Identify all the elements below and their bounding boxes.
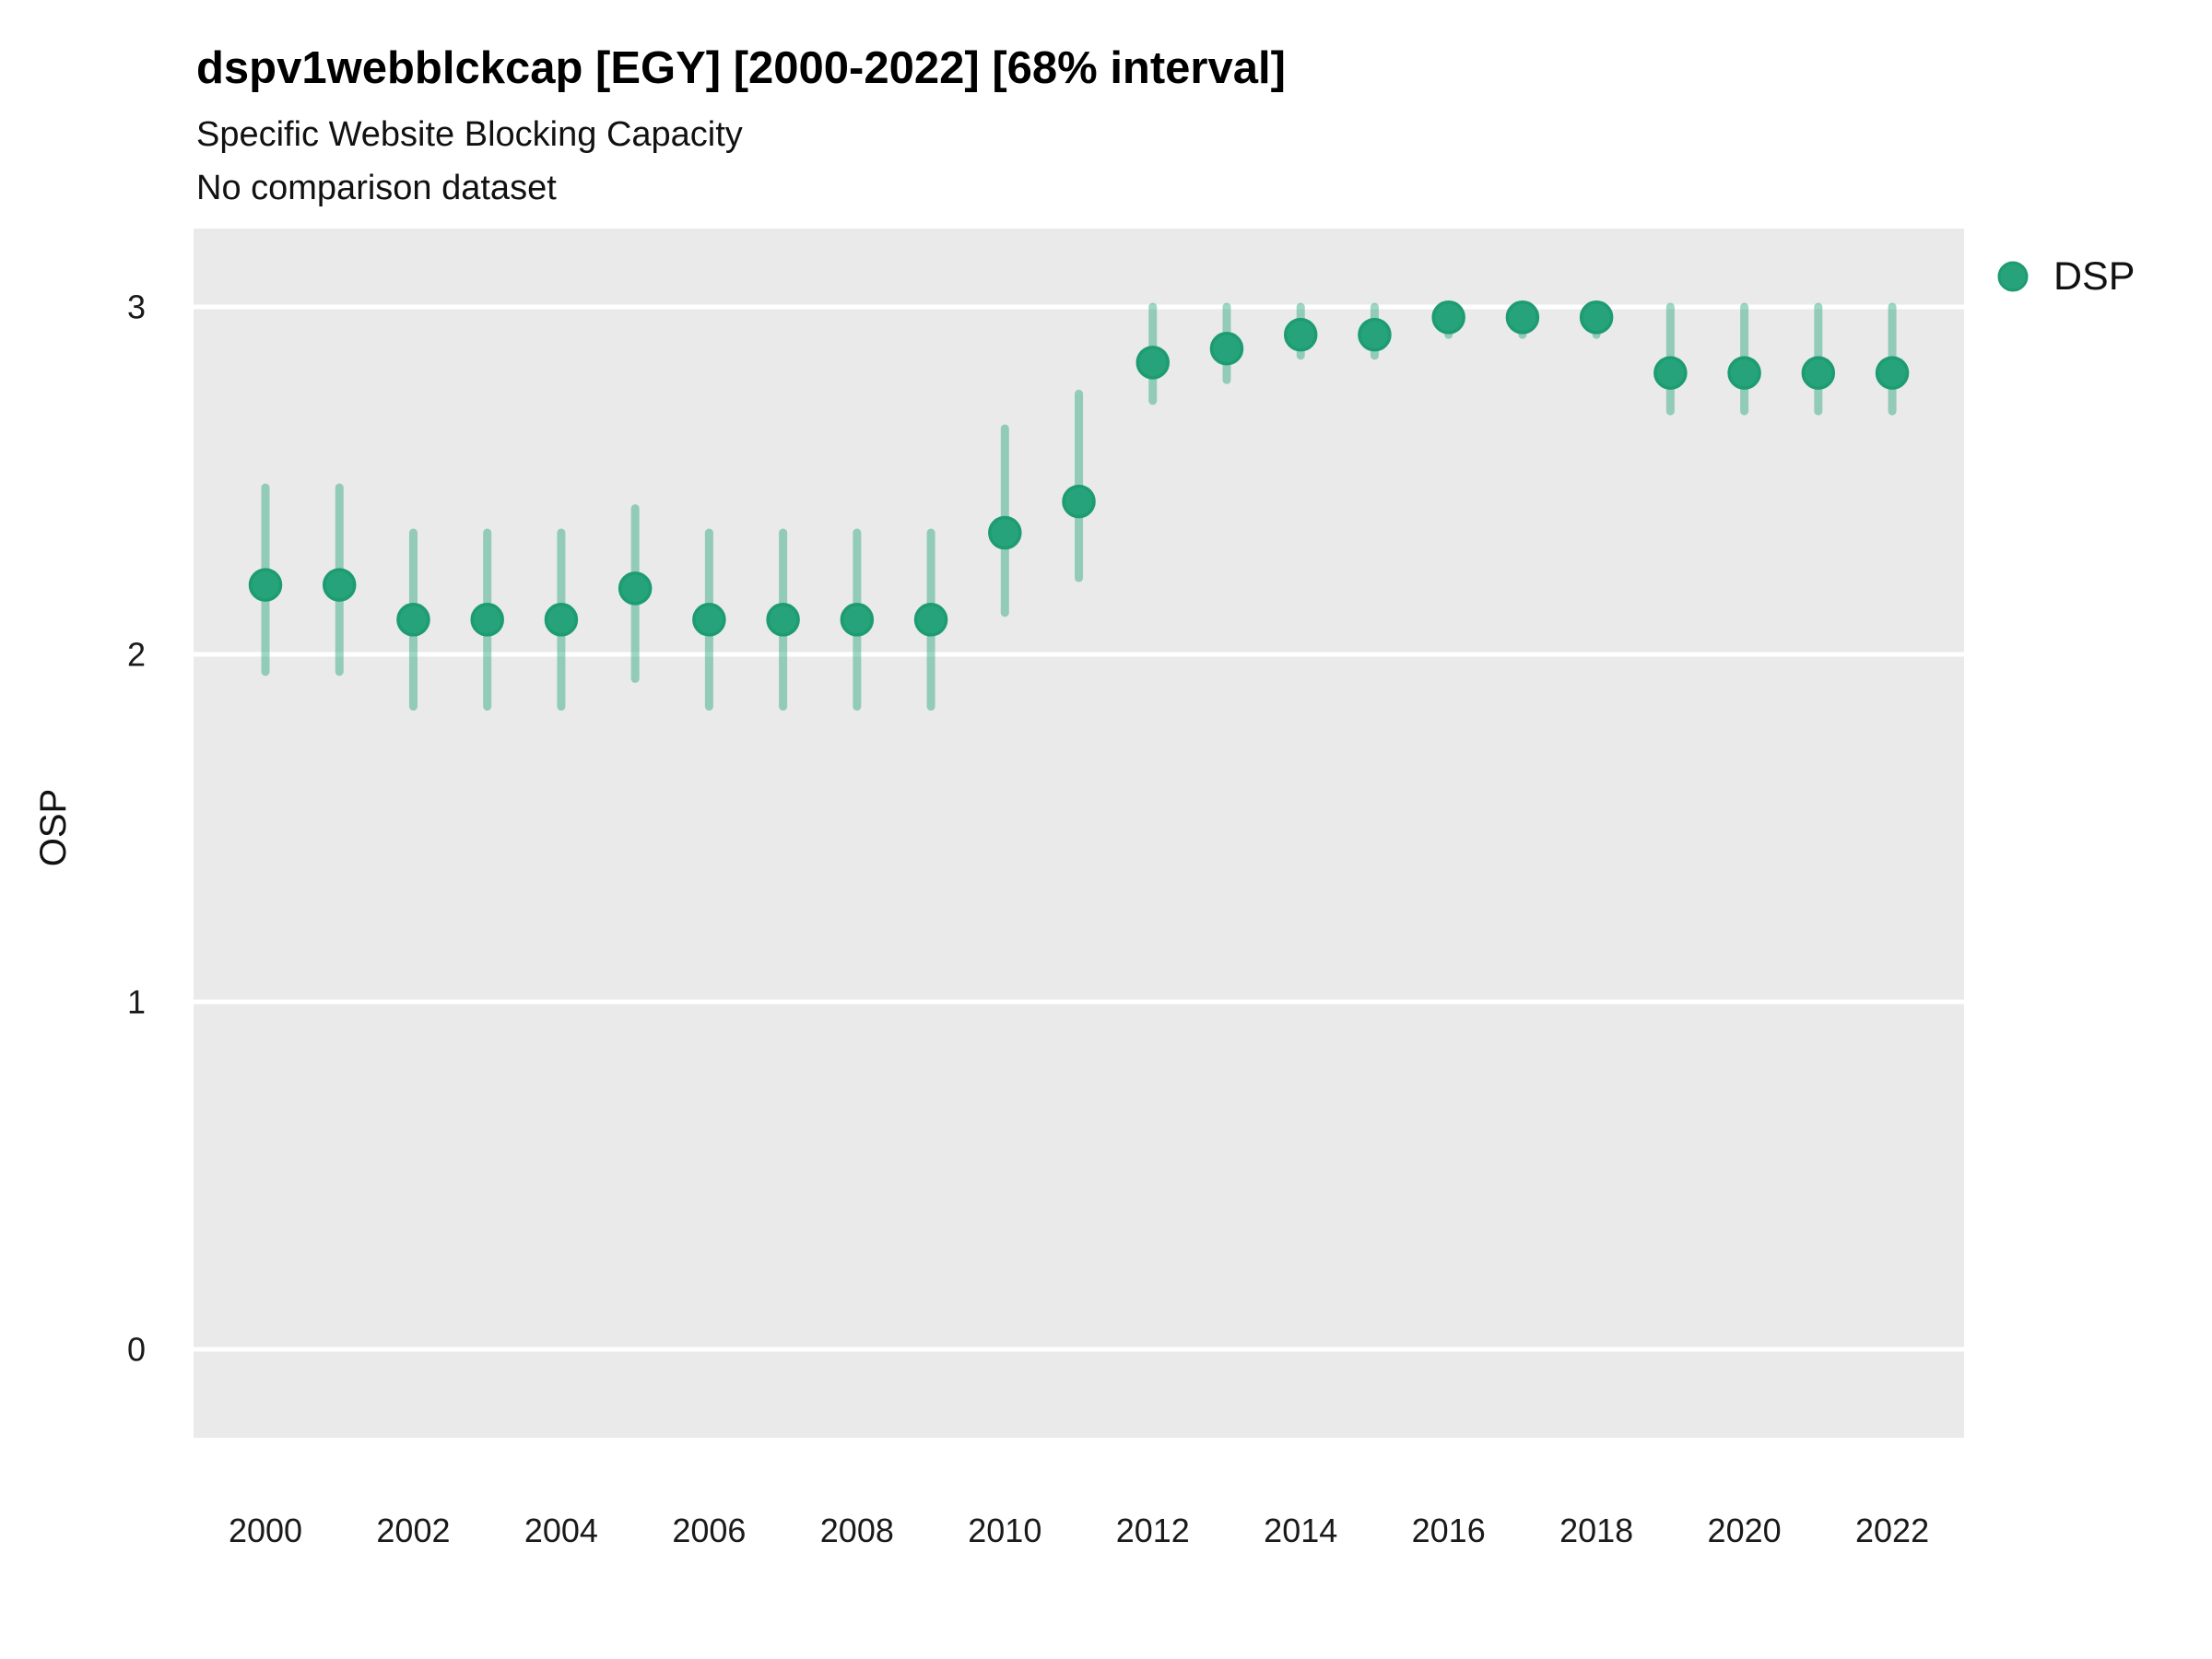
x-tick-label-2016: 2016	[1412, 1512, 1486, 1549]
x-tick-label-2000: 2000	[229, 1512, 302, 1549]
point-2014	[1283, 317, 1318, 352]
plot-panel	[194, 229, 1964, 1438]
point-2011	[1062, 484, 1096, 519]
point-2017	[1505, 300, 1540, 335]
x-axis-tick-labels: 2000 2002 2004 2006 2008 2010 2012 2014 2016 2018…	[229, 1512, 1929, 1549]
y-axis-title: OSP	[33, 789, 74, 866]
point-2004	[544, 603, 579, 637]
x-tick-label-2022: 2022	[1855, 1512, 1929, 1549]
point-2018	[1579, 300, 1614, 335]
point-2006	[692, 603, 726, 637]
gridlines	[194, 304, 1964, 1352]
point-2022	[1875, 356, 1910, 390]
x-tick-label-2018: 2018	[1559, 1512, 1633, 1549]
point-2003	[470, 603, 504, 637]
chart-title: dspv1webblckcap [EGY] [2000-2022] [68% i…	[196, 43, 1286, 93]
legend-point-icon	[1997, 261, 2029, 292]
point-2015	[1358, 317, 1392, 352]
y-tick-label-1: 1	[127, 983, 146, 1021]
point-2008	[840, 603, 875, 637]
point-2002	[396, 603, 430, 637]
chart-subtitle: Specific Website Blocking Capacity	[196, 115, 743, 154]
point-2001	[322, 568, 357, 602]
y-tick-label-2: 2	[127, 636, 146, 674]
point-2012	[1135, 346, 1171, 380]
y-axis-tick-labels: 0 1 2 3	[127, 288, 146, 1369]
point-2000	[248, 568, 283, 602]
x-tick-label-2020: 2020	[1708, 1512, 1782, 1549]
x-tick-label-2014: 2014	[1264, 1512, 1337, 1549]
point-2020	[1727, 356, 1761, 390]
x-tick-label-2002: 2002	[376, 1512, 450, 1549]
point-2021	[1801, 356, 1836, 390]
data-points	[248, 300, 1910, 637]
point-2007	[766, 603, 800, 637]
point-2019	[1653, 356, 1688, 390]
point-2016	[1431, 300, 1465, 335]
x-tick-label-2010: 2010	[968, 1512, 1041, 1549]
comparison-note: No comparison dataset	[196, 169, 557, 207]
point-2009	[913, 603, 948, 637]
point-2005	[618, 571, 653, 606]
x-tick-label-2008: 2008	[820, 1512, 894, 1549]
x-tick-label-2006: 2006	[672, 1512, 746, 1549]
point-2010	[988, 515, 1022, 550]
y-tick-label-3: 3	[127, 288, 146, 326]
x-tick-label-2012: 2012	[1116, 1512, 1190, 1549]
y-tick-label-0: 0	[127, 1331, 146, 1369]
point-2013	[1209, 331, 1244, 366]
legend-label: DSP	[2053, 254, 2135, 299]
legend: DSP	[1997, 254, 2135, 299]
x-tick-label-2004: 2004	[524, 1512, 598, 1549]
